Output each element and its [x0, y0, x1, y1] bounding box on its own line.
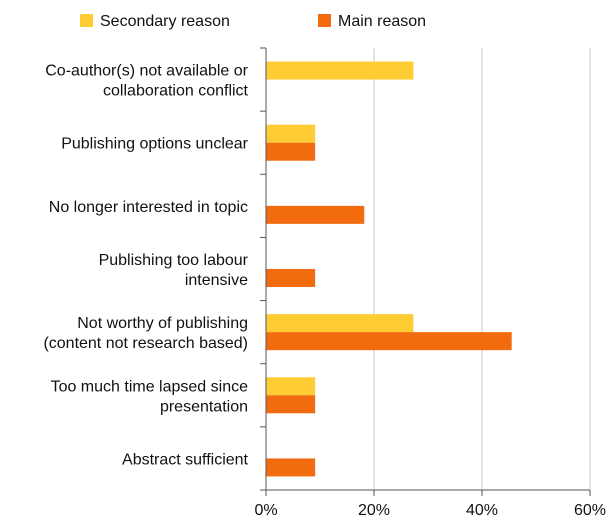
category-label: (content not research based) — [43, 335, 248, 352]
bar-secondary-reason — [266, 377, 316, 396]
legend-label: Secondary reason — [100, 13, 230, 30]
category-label: Abstract sufficient — [122, 451, 249, 468]
category-label: Not worthy of publishing — [77, 315, 248, 332]
bar-secondary-reason — [266, 314, 414, 333]
x-tick-label: 0% — [254, 502, 277, 519]
x-tick-label: 20% — [358, 502, 390, 519]
bar-main-reason — [266, 395, 316, 414]
bar-main-reason — [266, 269, 316, 287]
category-label: Publishing options unclear — [61, 136, 248, 153]
x-tick-label: 40% — [466, 502, 498, 519]
category-label: No longer interested in topic — [49, 199, 248, 216]
bar-secondary-reason — [266, 124, 316, 143]
x-tick-labels: 0% 20% 40% 60% — [254, 502, 606, 519]
category-label: presentation — [160, 398, 248, 415]
category-label: Publishing too labour — [99, 252, 249, 269]
bars — [266, 61, 512, 477]
x-tick-label: 60% — [574, 502, 606, 519]
category-label: Too much time lapsed since — [51, 378, 249, 395]
bar-main-reason — [266, 142, 316, 161]
bar-main-reason — [266, 332, 512, 351]
legend-label: Main reason — [338, 13, 426, 30]
category-label: collaboration conflict — [103, 83, 249, 100]
bar-main-reason — [266, 205, 365, 224]
legend-swatch — [318, 14, 331, 27]
bar-main-reason — [266, 458, 316, 477]
legend: Secondary reason Main reason — [80, 13, 426, 30]
category-label: Co-author(s) not available or — [45, 63, 248, 80]
axes — [260, 47, 591, 496]
legend-swatch — [80, 14, 93, 27]
category-labels: Co-author(s) not available or collaborati… — [43, 63, 248, 469]
category-label: intensive — [185, 272, 248, 289]
grid-lines — [373, 48, 591, 490]
bar-secondary-reason — [266, 61, 414, 80]
